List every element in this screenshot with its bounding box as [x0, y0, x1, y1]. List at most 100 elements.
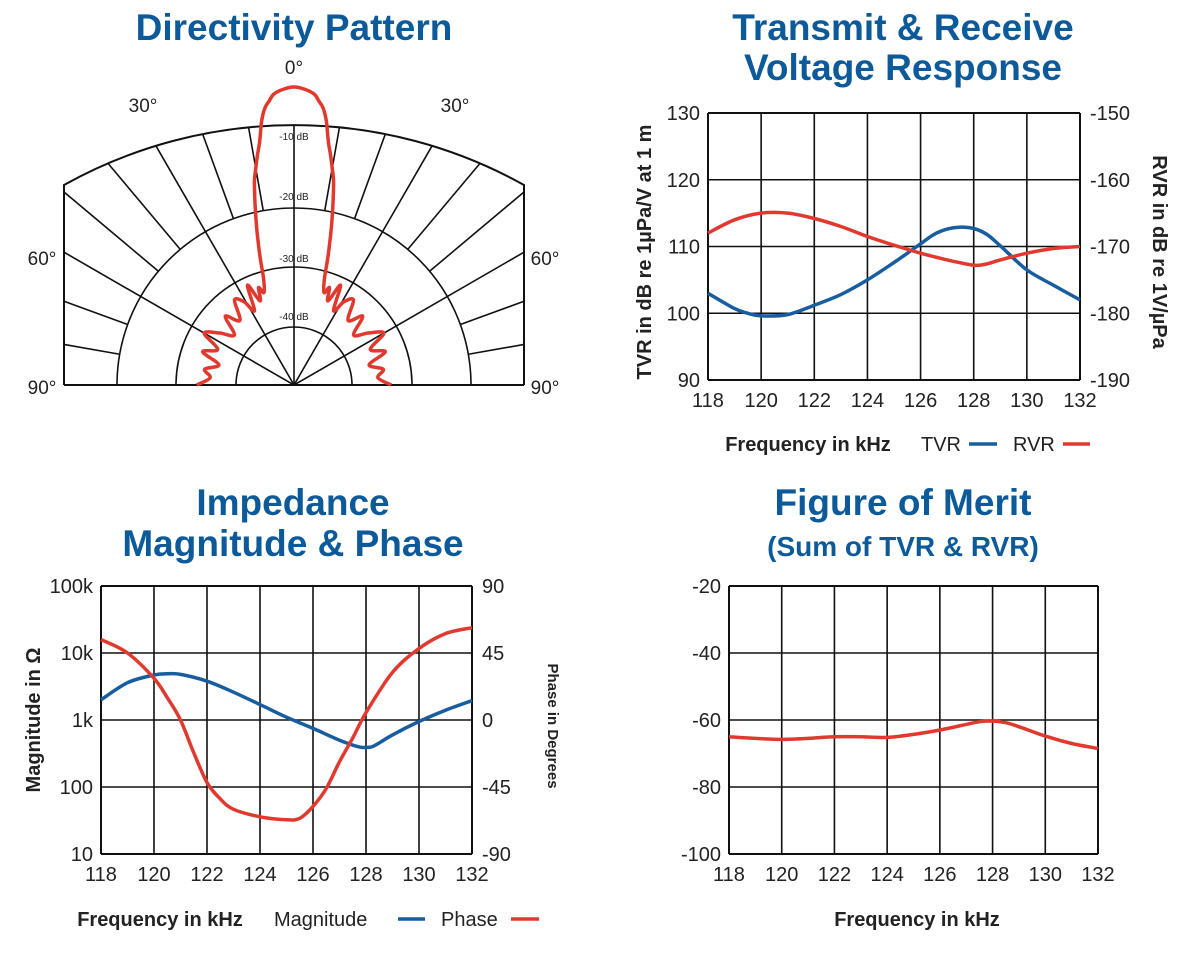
- angle-label-30-left: 30°: [129, 96, 158, 117]
- y-tick-label: -80: [692, 777, 721, 799]
- x-tick-label: 124: [870, 864, 903, 886]
- polar-spoke-minor: [271, 126, 278, 209]
- impedance-grid: [100, 585, 473, 855]
- rvr-axis-label: RVR in dB re 1V/µPa: [1148, 155, 1170, 349]
- x-tick-label: 132: [1063, 390, 1096, 412]
- ring-label-40db: -40 dB: [279, 312, 309, 323]
- x-tick-label: 126: [923, 864, 956, 886]
- angle-label-0: 0°: [285, 58, 303, 79]
- legend-tvr-label: TVR: [921, 434, 961, 456]
- fom-subtitle: (Sum of TVR & RVR): [767, 531, 1039, 562]
- fom-x-label: Frequency in kHz: [834, 909, 1000, 931]
- y-right-tick-label: -190: [1090, 370, 1130, 392]
- directivity-pattern-line: [195, 85, 393, 387]
- x-tick-label: 122: [190, 864, 223, 886]
- y-tick-label: -20: [692, 576, 721, 598]
- y-right-tick-label: -180: [1090, 303, 1130, 325]
- fom-y-ticks: -20 -40 -60 -80 -100: [681, 576, 721, 866]
- x-tick-label: 130: [1010, 390, 1043, 412]
- tvr-axis-label: TVR in dB re 1µPa/V at 1 m: [634, 125, 656, 380]
- polar-spoke: [107, 162, 181, 250]
- legend-phase-label: Phase: [441, 909, 498, 931]
- ring-label-30db: -30 dB: [279, 254, 309, 265]
- impedance-left-ticks: 100k 10k 1k 100 10: [50, 576, 94, 866]
- x-tick-label: 128: [976, 864, 1009, 886]
- polar-spoke: [63, 191, 159, 272]
- polar-spoke-minor: [226, 130, 248, 214]
- y-right-tick-label: -45: [482, 777, 511, 799]
- fom-grid: [728, 585, 1099, 855]
- y-right-tick-label: 45: [482, 643, 504, 665]
- voltage-response-right-ticks: -150 -160 -170 -180 -190: [1090, 103, 1130, 392]
- voltage-response-x-ticks: 118 120 122 124 126 128 130 132: [692, 390, 1097, 412]
- polar-spoke-minor: [340, 130, 362, 214]
- polar-spoke: [293, 251, 525, 386]
- x-tick-label: 120: [765, 864, 798, 886]
- y-right-tick-label: -150: [1090, 103, 1130, 125]
- y-tick-label: 110: [668, 237, 700, 259]
- y-tick-label: 120: [667, 170, 700, 192]
- polar-spoke-minor: [439, 224, 524, 284]
- x-tick-label: 122: [818, 864, 851, 886]
- polar-spoke: [201, 133, 235, 219]
- x-tick-label: 132: [455, 864, 488, 886]
- impedance-title-line1: Impedance: [196, 482, 389, 523]
- impedance-title-line2: Magnitude & Phase: [122, 523, 463, 564]
- y-tick-label: 1k: [72, 710, 94, 732]
- magnitude-series-line: [100, 671, 473, 750]
- voltage-response-panel: Transmit & Receive Voltage Response 118 1…: [634, 7, 1170, 456]
- polar-spoke-minor: [64, 323, 123, 339]
- x-tick-label: 118: [85, 864, 117, 886]
- polar-spoke: [407, 162, 481, 250]
- x-tick-label: 120: [137, 864, 170, 886]
- y-right-tick-label: -160: [1090, 170, 1130, 192]
- impedance-right-ticks: 90 45 0 -45 -90: [482, 576, 511, 866]
- y-tick-label: 10: [71, 844, 93, 866]
- x-tick-label: 126: [296, 864, 329, 886]
- voltage-response-x-label: Frequency in kHz: [725, 434, 891, 456]
- y-right-tick-label: 90: [482, 576, 504, 598]
- x-tick-label: 118: [713, 864, 745, 886]
- legend-rvr-label: RVR: [1013, 434, 1055, 456]
- voltage-response-title-line2: Voltage Response: [744, 47, 1062, 88]
- fom-title: Figure of Merit: [775, 482, 1032, 523]
- polar-spoke: [63, 343, 120, 356]
- polar-spoke-minor: [465, 323, 524, 339]
- polar-spoke-minor: [179, 139, 219, 224]
- voltage-response-left-ticks: 130 120 110 100 90: [667, 103, 700, 392]
- polar-spoke: [63, 300, 128, 326]
- x-tick-label: 132: [1081, 864, 1114, 886]
- polar-spoke: [429, 191, 525, 272]
- impedance-x-ticks: 118 120 122 124 126 128 130 132: [85, 864, 489, 886]
- y-tick-label: -100: [681, 844, 721, 866]
- polar-spoke: [460, 300, 525, 326]
- directivity-panel: Directivity Pattern 0° 30° 30° 60° 60° 9…: [28, 7, 560, 399]
- polar-spoke-minor: [309, 126, 316, 209]
- polar-spoke-minor: [64, 224, 149, 284]
- y-right-tick-label: -170: [1090, 237, 1130, 259]
- fom-x-ticks: 118 120 122 124 126 128 130 132: [713, 864, 1115, 886]
- fom-series-line: [728, 719, 1099, 751]
- y-tick-label: 10k: [61, 643, 94, 665]
- polar-spoke: [155, 145, 295, 386]
- y-tick-label: 130: [667, 103, 700, 125]
- angle-label-90-left: 90°: [28, 378, 57, 399]
- polar-spoke-minor: [470, 365, 524, 370]
- figure-of-merit-panel: Figure of Merit (Sum of TVR & RVR) 118 12…: [681, 482, 1115, 931]
- impedance-panel: Impedance Magnitude & Phase 118 120 122 124…: [23, 482, 561, 931]
- y-tick-label: 100: [667, 303, 700, 325]
- polar-spoke: [63, 251, 295, 386]
- polar-spoke: [353, 133, 387, 219]
- directivity-title: Directivity Pattern: [136, 7, 453, 48]
- angle-label-90-right: 90°: [531, 378, 560, 399]
- y-right-tick-label: 0: [482, 710, 493, 732]
- polar-spoke: [468, 343, 525, 356]
- x-tick-label: 122: [798, 390, 831, 412]
- magnitude-axis-label: Magnitude in Ω: [23, 648, 45, 793]
- x-tick-label: 126: [904, 390, 937, 412]
- x-tick-label: 128: [957, 390, 990, 412]
- x-tick-label: 124: [851, 390, 884, 412]
- phase-series-line: [100, 625, 473, 822]
- polar-spoke-minor: [369, 139, 409, 224]
